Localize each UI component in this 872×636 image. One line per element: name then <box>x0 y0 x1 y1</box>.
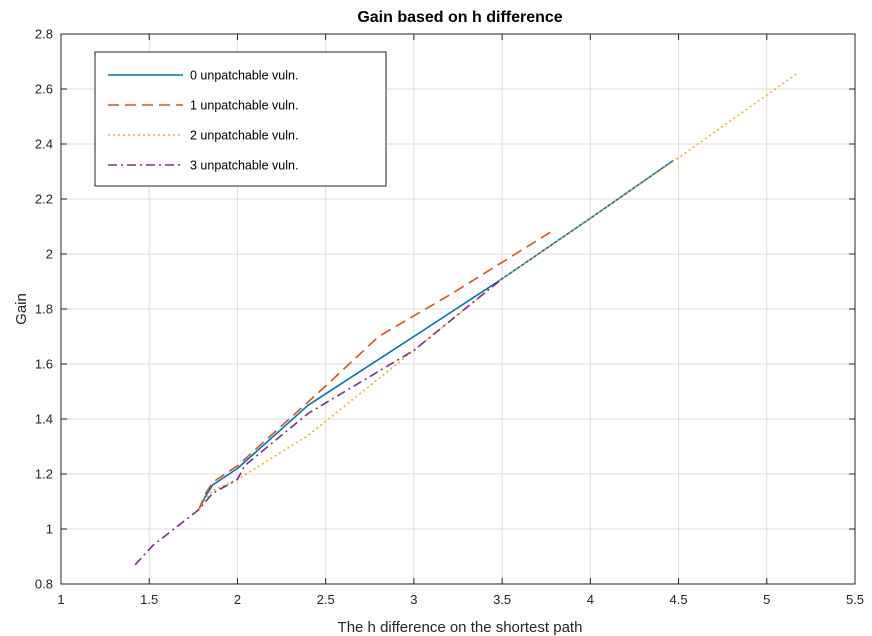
x-tick-label: 2 <box>234 592 241 607</box>
series-line-3 <box>134 278 503 566</box>
x-tick-label: 5.5 <box>846 592 864 607</box>
x-tick-label: 3 <box>410 592 417 607</box>
series-line-0 <box>197 159 674 511</box>
y-axis-label: Gain <box>13 293 30 325</box>
y-tick-label: 0.8 <box>35 577 53 592</box>
legend-label-2: 2 unpatchable vuln. <box>190 129 298 143</box>
x-tick-label: 1 <box>57 592 64 607</box>
legend-label-3: 3 unpatchable vuln. <box>190 159 298 173</box>
chart-title: Gain based on h difference <box>357 9 562 26</box>
y-tick-label: 1.2 <box>35 467 53 482</box>
x-tick-label: 3.5 <box>493 592 511 607</box>
y-tick-label: 2.8 <box>35 27 53 42</box>
y-tick-label: 2 <box>46 247 53 262</box>
legend-label-1: 1 unpatchable vuln. <box>190 99 298 113</box>
x-tick-label: 1.5 <box>140 592 158 607</box>
series-line-1 <box>197 228 556 511</box>
axis-ticks <box>60 33 856 585</box>
y-tick-label: 1.4 <box>35 412 53 427</box>
x-tick-label: 4 <box>587 592 594 607</box>
y-tick-label: 1 <box>46 522 53 537</box>
legend: 0 unpatchable vuln. 1 unpatchable vuln. 2 … <box>94 51 387 187</box>
x-tick-label: 5 <box>763 592 770 607</box>
y-tick-label: 2.6 <box>35 82 53 97</box>
y-tick-label: 2.4 <box>35 137 53 152</box>
legend-label-0: 0 unpatchable vuln. <box>190 69 298 83</box>
y-tick-label: 1.6 <box>35 357 53 372</box>
tick-labels: 1 1.5 2 2.5 3 3.5 4 4.5 5 5.5 0.8 1 1.2 1.4 1.6 1.8 2 2.2… <box>35 27 864 608</box>
x-axis-label: The h difference on the shortest path <box>338 619 583 636</box>
y-tick-label: 2.2 <box>35 192 53 207</box>
series-layer <box>134 71 799 566</box>
x-tick-label: 4.5 <box>670 592 688 607</box>
y-tick-label: 1.8 <box>35 302 53 317</box>
x-tick-label: 2.5 <box>317 592 335 607</box>
